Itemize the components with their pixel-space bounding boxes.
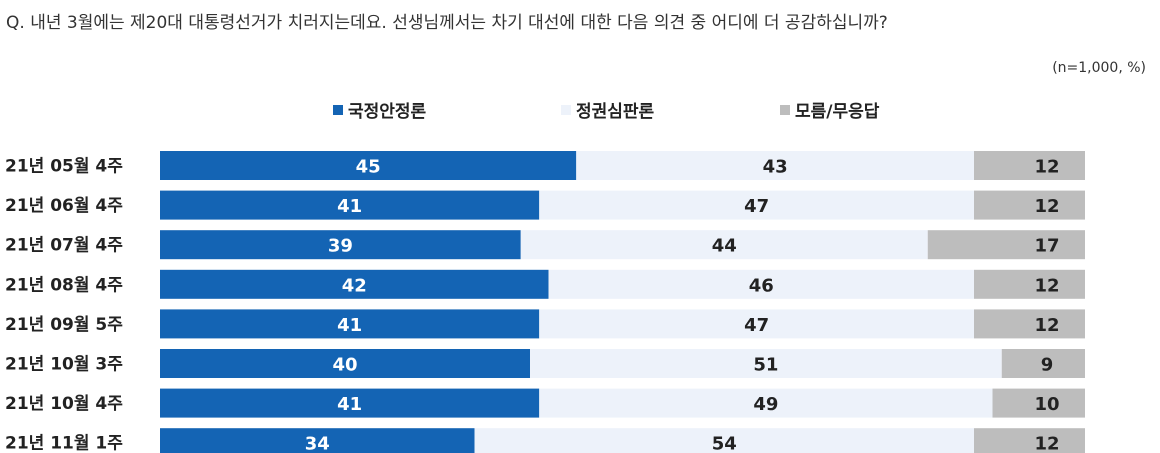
value-label-unknown: 12 <box>1034 315 1059 336</box>
legend-swatch-stability <box>333 104 343 115</box>
bar-stability <box>160 309 540 339</box>
bar-judgment <box>548 269 974 299</box>
bar-judgment <box>576 151 974 180</box>
value-label-unknown: 9 <box>1041 355 1054 376</box>
sample-note: (n=1,000, %) <box>1052 60 1146 76</box>
value-label-unknown: 12 <box>1034 196 1059 217</box>
question-text: Q. 내년 3월에는 제20대 대통령선거가 치러지는데요. 선생님께서는 차기… <box>6 13 888 33</box>
legend-swatch-judgment <box>561 104 571 115</box>
category-label: 21년 10월 4주 <box>5 394 123 414</box>
bar-judgment <box>520 230 928 260</box>
bar-unknown <box>1001 349 1085 378</box>
bar-unknown <box>974 190 1085 220</box>
bar-unknown <box>974 428 1085 453</box>
value-label-stability: 42 <box>342 275 367 296</box>
value-label-stability: 41 <box>337 394 362 415</box>
bar-stability <box>160 269 549 299</box>
category-label: 21년 09월 5주 <box>5 315 123 335</box>
bar-unknown <box>974 309 1085 339</box>
value-label-judgment: 54 <box>712 434 737 453</box>
legend-item-judgment: 정권심판론 <box>561 97 654 122</box>
value-label-judgment: 46 <box>749 275 774 296</box>
bar-judgment <box>474 428 974 453</box>
value-label-stability: 39 <box>328 236 353 257</box>
value-label-stability: 34 <box>305 434 330 453</box>
value-label-unknown: 12 <box>1034 275 1059 296</box>
bar-stability <box>160 428 475 453</box>
value-label-judgment: 51 <box>753 355 778 376</box>
legend-label-unknown: 모름/무응답 <box>795 102 880 122</box>
value-label-stability: 41 <box>337 196 362 217</box>
value-label-judgment: 47 <box>744 315 769 336</box>
category-label: 21년 08월 4주 <box>5 275 123 295</box>
value-label-judgment: 43 <box>763 157 788 178</box>
bar-stability <box>160 190 540 220</box>
bar-judgment <box>539 190 974 220</box>
category-label: 21년 06월 4주 <box>5 196 123 216</box>
category-label: 21년 11월 1주 <box>5 434 123 453</box>
value-label-unknown: 12 <box>1034 434 1059 453</box>
bar-judgment <box>539 388 993 418</box>
bar-judgment <box>530 349 1002 378</box>
legend-swatch-unknown <box>780 104 790 115</box>
value-label-stability: 40 <box>332 355 357 376</box>
legend-item-stability: 국정안정론 <box>333 97 426 122</box>
value-label-judgment: 49 <box>753 394 778 415</box>
bar-stability <box>160 230 521 260</box>
value-label-judgment: 44 <box>712 236 737 257</box>
value-label-stability: 41 <box>337 315 362 336</box>
value-label-unknown: 12 <box>1034 157 1059 178</box>
bar-stability <box>160 388 540 418</box>
legend-item-unknown: 모름/무응답 <box>780 97 879 122</box>
bar-stability <box>160 349 530 378</box>
value-label-judgment: 47 <box>744 196 769 217</box>
legend-label-stability: 국정안정론 <box>348 102 427 122</box>
value-label-unknown: 10 <box>1034 394 1059 415</box>
bar-unknown <box>927 230 1085 260</box>
bar-judgment <box>539 309 974 339</box>
bar-unknown <box>974 269 1085 299</box>
category-label: 21년 07월 4주 <box>5 236 123 256</box>
value-label-unknown: 17 <box>1034 236 1059 257</box>
category-label: 21년 10월 3주 <box>5 355 123 375</box>
bar-unknown <box>974 151 1085 180</box>
legend-label-judgment: 정권심판론 <box>576 102 655 122</box>
category-label: 21년 05월 4주 <box>5 157 123 177</box>
value-label-stability: 45 <box>356 157 381 178</box>
bar-unknown <box>992 388 1085 418</box>
bar-stability <box>160 151 577 180</box>
